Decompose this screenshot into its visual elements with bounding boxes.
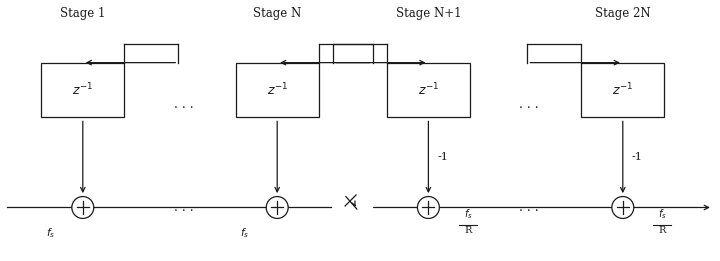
Bar [236, 63, 319, 117]
Text: Stage 2N: Stage 2N [595, 7, 651, 20]
Text: -1: -1 [631, 152, 642, 162]
Text: $z^{-1}$: $z^{-1}$ [266, 82, 288, 98]
Text: R: R [464, 226, 472, 235]
Text: . . .: . . . [174, 98, 194, 111]
Text: -1: -1 [437, 152, 448, 162]
Text: . . .: . . . [519, 201, 539, 214]
Text: Stage 1: Stage 1 [60, 7, 106, 20]
Text: . . .: . . . [174, 201, 194, 214]
Text: R: R [659, 226, 666, 235]
Circle shape [266, 197, 288, 218]
Bar [387, 63, 469, 117]
Text: Stage N: Stage N [253, 7, 302, 20]
Text: $f_s$: $f_s$ [658, 207, 667, 221]
Text: $f_s$: $f_s$ [46, 226, 55, 240]
Bar [42, 63, 125, 117]
Text: $z^{-1}$: $z^{-1}$ [72, 82, 94, 98]
Circle shape [418, 197, 439, 218]
Text: $f_s$: $f_s$ [464, 207, 472, 221]
Text: $z^{-1}$: $z^{-1}$ [612, 82, 634, 98]
Text: $f_s$: $f_s$ [240, 226, 249, 240]
Circle shape [612, 197, 634, 218]
Bar [582, 63, 665, 117]
Circle shape [72, 197, 94, 218]
Text: $z^{-1}$: $z^{-1}$ [418, 82, 439, 98]
Text: Stage N+1: Stage N+1 [396, 7, 461, 20]
Text: . . .: . . . [519, 98, 539, 111]
